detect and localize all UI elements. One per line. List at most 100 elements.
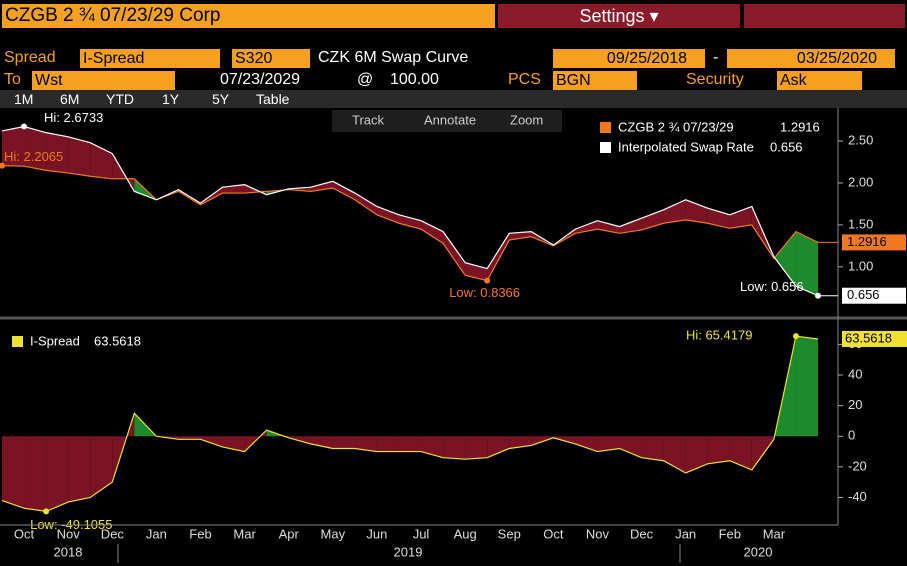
spread-fill — [619, 436, 642, 458]
legend-swatch — [600, 142, 611, 153]
label: 07/23/2029 — [220, 71, 301, 88]
y-tick-label: 2.50 — [848, 132, 873, 147]
year-label: 2020 — [744, 544, 773, 559]
extreme-dot — [0, 162, 5, 169]
spread-fill — [795, 231, 818, 296]
x-tick-label: Dec — [630, 526, 654, 541]
period-button[interactable]: 1M — [14, 91, 34, 107]
spread-fill — [288, 187, 311, 192]
security-field[interactable]: CZGB 2 ¾ 07/23/29 Corp — [2, 4, 495, 28]
spread-fill — [795, 336, 818, 437]
period-button[interactable]: 1Y — [162, 91, 180, 107]
spread-fill — [2, 126, 25, 167]
spread-fill — [641, 436, 664, 461]
x-tick-label: Jul — [413, 526, 430, 541]
y-tick-label: 20 — [848, 397, 862, 412]
extreme-dot — [792, 333, 799, 340]
y-tick-label: -20 — [848, 458, 867, 473]
x-tick-label: Nov — [586, 526, 610, 541]
input[interactable]: S320 — [232, 49, 310, 68]
x-tick-label: Oct — [543, 526, 564, 541]
legend-swatch — [12, 336, 23, 347]
period-button[interactable]: Table — [256, 91, 290, 107]
input[interactable]: BGN — [553, 71, 637, 90]
spread-fill — [641, 209, 664, 230]
x-tick-label: Jan — [675, 526, 696, 541]
label: 100.00 — [390, 71, 439, 88]
x-tick-label: Feb — [189, 526, 211, 541]
x-tick-label: Apr — [279, 526, 300, 541]
spread-fill — [729, 206, 752, 229]
last-tag — [842, 287, 906, 304]
dropdown[interactable]: I-Spread — [80, 49, 220, 68]
spread-fill — [90, 142, 113, 179]
spread-fill — [421, 220, 444, 244]
period-button[interactable]: 5Y — [212, 91, 230, 107]
legend — [4, 332, 154, 352]
x-tick-label: Jan — [146, 526, 167, 541]
spread-fill — [46, 132, 69, 173]
spread-fill — [68, 136, 91, 177]
legend — [594, 116, 826, 160]
extreme-dot — [815, 292, 821, 299]
spread-fill — [398, 214, 422, 230]
spread-fill — [178, 436, 201, 440]
spread-fill — [200, 436, 223, 447]
annotation: Low: 0.8366 — [449, 285, 520, 300]
spread-fill — [575, 436, 598, 452]
date-input[interactable]: 09/25/2018 — [553, 49, 705, 68]
spread-fill — [443, 436, 466, 460]
spread-fill — [619, 218, 642, 234]
spread-fill — [310, 181, 333, 192]
spread-fill — [685, 199, 708, 224]
tool-button[interactable]: Zoom — [510, 112, 543, 127]
spread-fill — [443, 231, 466, 276]
period-button[interactable]: 6M — [60, 91, 80, 107]
spread-fill — [398, 436, 422, 452]
label: Security — [686, 71, 744, 88]
x-tick-label: Mar — [233, 526, 256, 541]
x-tick-label: Feb — [719, 526, 741, 541]
tool-button[interactable]: Track — [352, 112, 385, 127]
x-tick-label: Jun — [366, 526, 387, 541]
legend-value: 1.2916 — [780, 119, 820, 134]
spread-fill — [685, 436, 708, 473]
annotation: Low: -49.1055 — [30, 517, 112, 532]
spread-fill — [663, 199, 686, 224]
x-tick-label: Mar — [763, 526, 786, 541]
dropdown[interactable]: Wst — [32, 71, 175, 90]
x-tick-label: Sep — [498, 526, 521, 541]
chart: Track Annotate Zoom 1.00 1.50 2.00 2.50 CZGB 2 … — [0, 108, 907, 563]
dropdown[interactable]: Ask — [777, 71, 862, 90]
legend-label: I-Spread — [30, 333, 80, 348]
spread-fill — [509, 231, 532, 241]
annotation: Low: 0.656 — [740, 279, 804, 294]
x-tick-label: Oct — [14, 526, 35, 541]
settings-button[interactable]: Settings ▾ — [498, 4, 740, 28]
y-tick-label: -40 — [848, 489, 867, 504]
spread-fill — [487, 233, 510, 281]
extreme-dot — [21, 123, 28, 130]
tool-bar — [332, 110, 562, 132]
series-line — [1, 335, 819, 513]
x-tick-label: May — [321, 526, 346, 541]
spread-fill — [332, 436, 355, 449]
last-tag-label: 63.5618 — [845, 330, 892, 345]
period-bar — [0, 90, 907, 108]
year-label: 2019 — [394, 544, 423, 559]
extreme-dot — [484, 277, 491, 284]
y-tick-label: 40 — [848, 366, 862, 381]
series-line — [1, 125, 819, 297]
label: PCS — [508, 71, 541, 88]
last-tag-label: 1.2916 — [847, 234, 887, 249]
label: Spread — [4, 49, 56, 66]
spread-fill — [597, 436, 620, 452]
annotation: Hi: 65.4179 — [686, 328, 753, 343]
y-tick-label: 1.50 — [848, 216, 873, 231]
date-input[interactable]: 03/25/2020 — [727, 49, 895, 68]
tool-button[interactable]: Annotate — [424, 112, 476, 127]
label: CZK 6M Swap Curve — [318, 49, 469, 66]
period-button[interactable]: YTD — [106, 91, 134, 107]
spread-fill — [354, 436, 377, 452]
